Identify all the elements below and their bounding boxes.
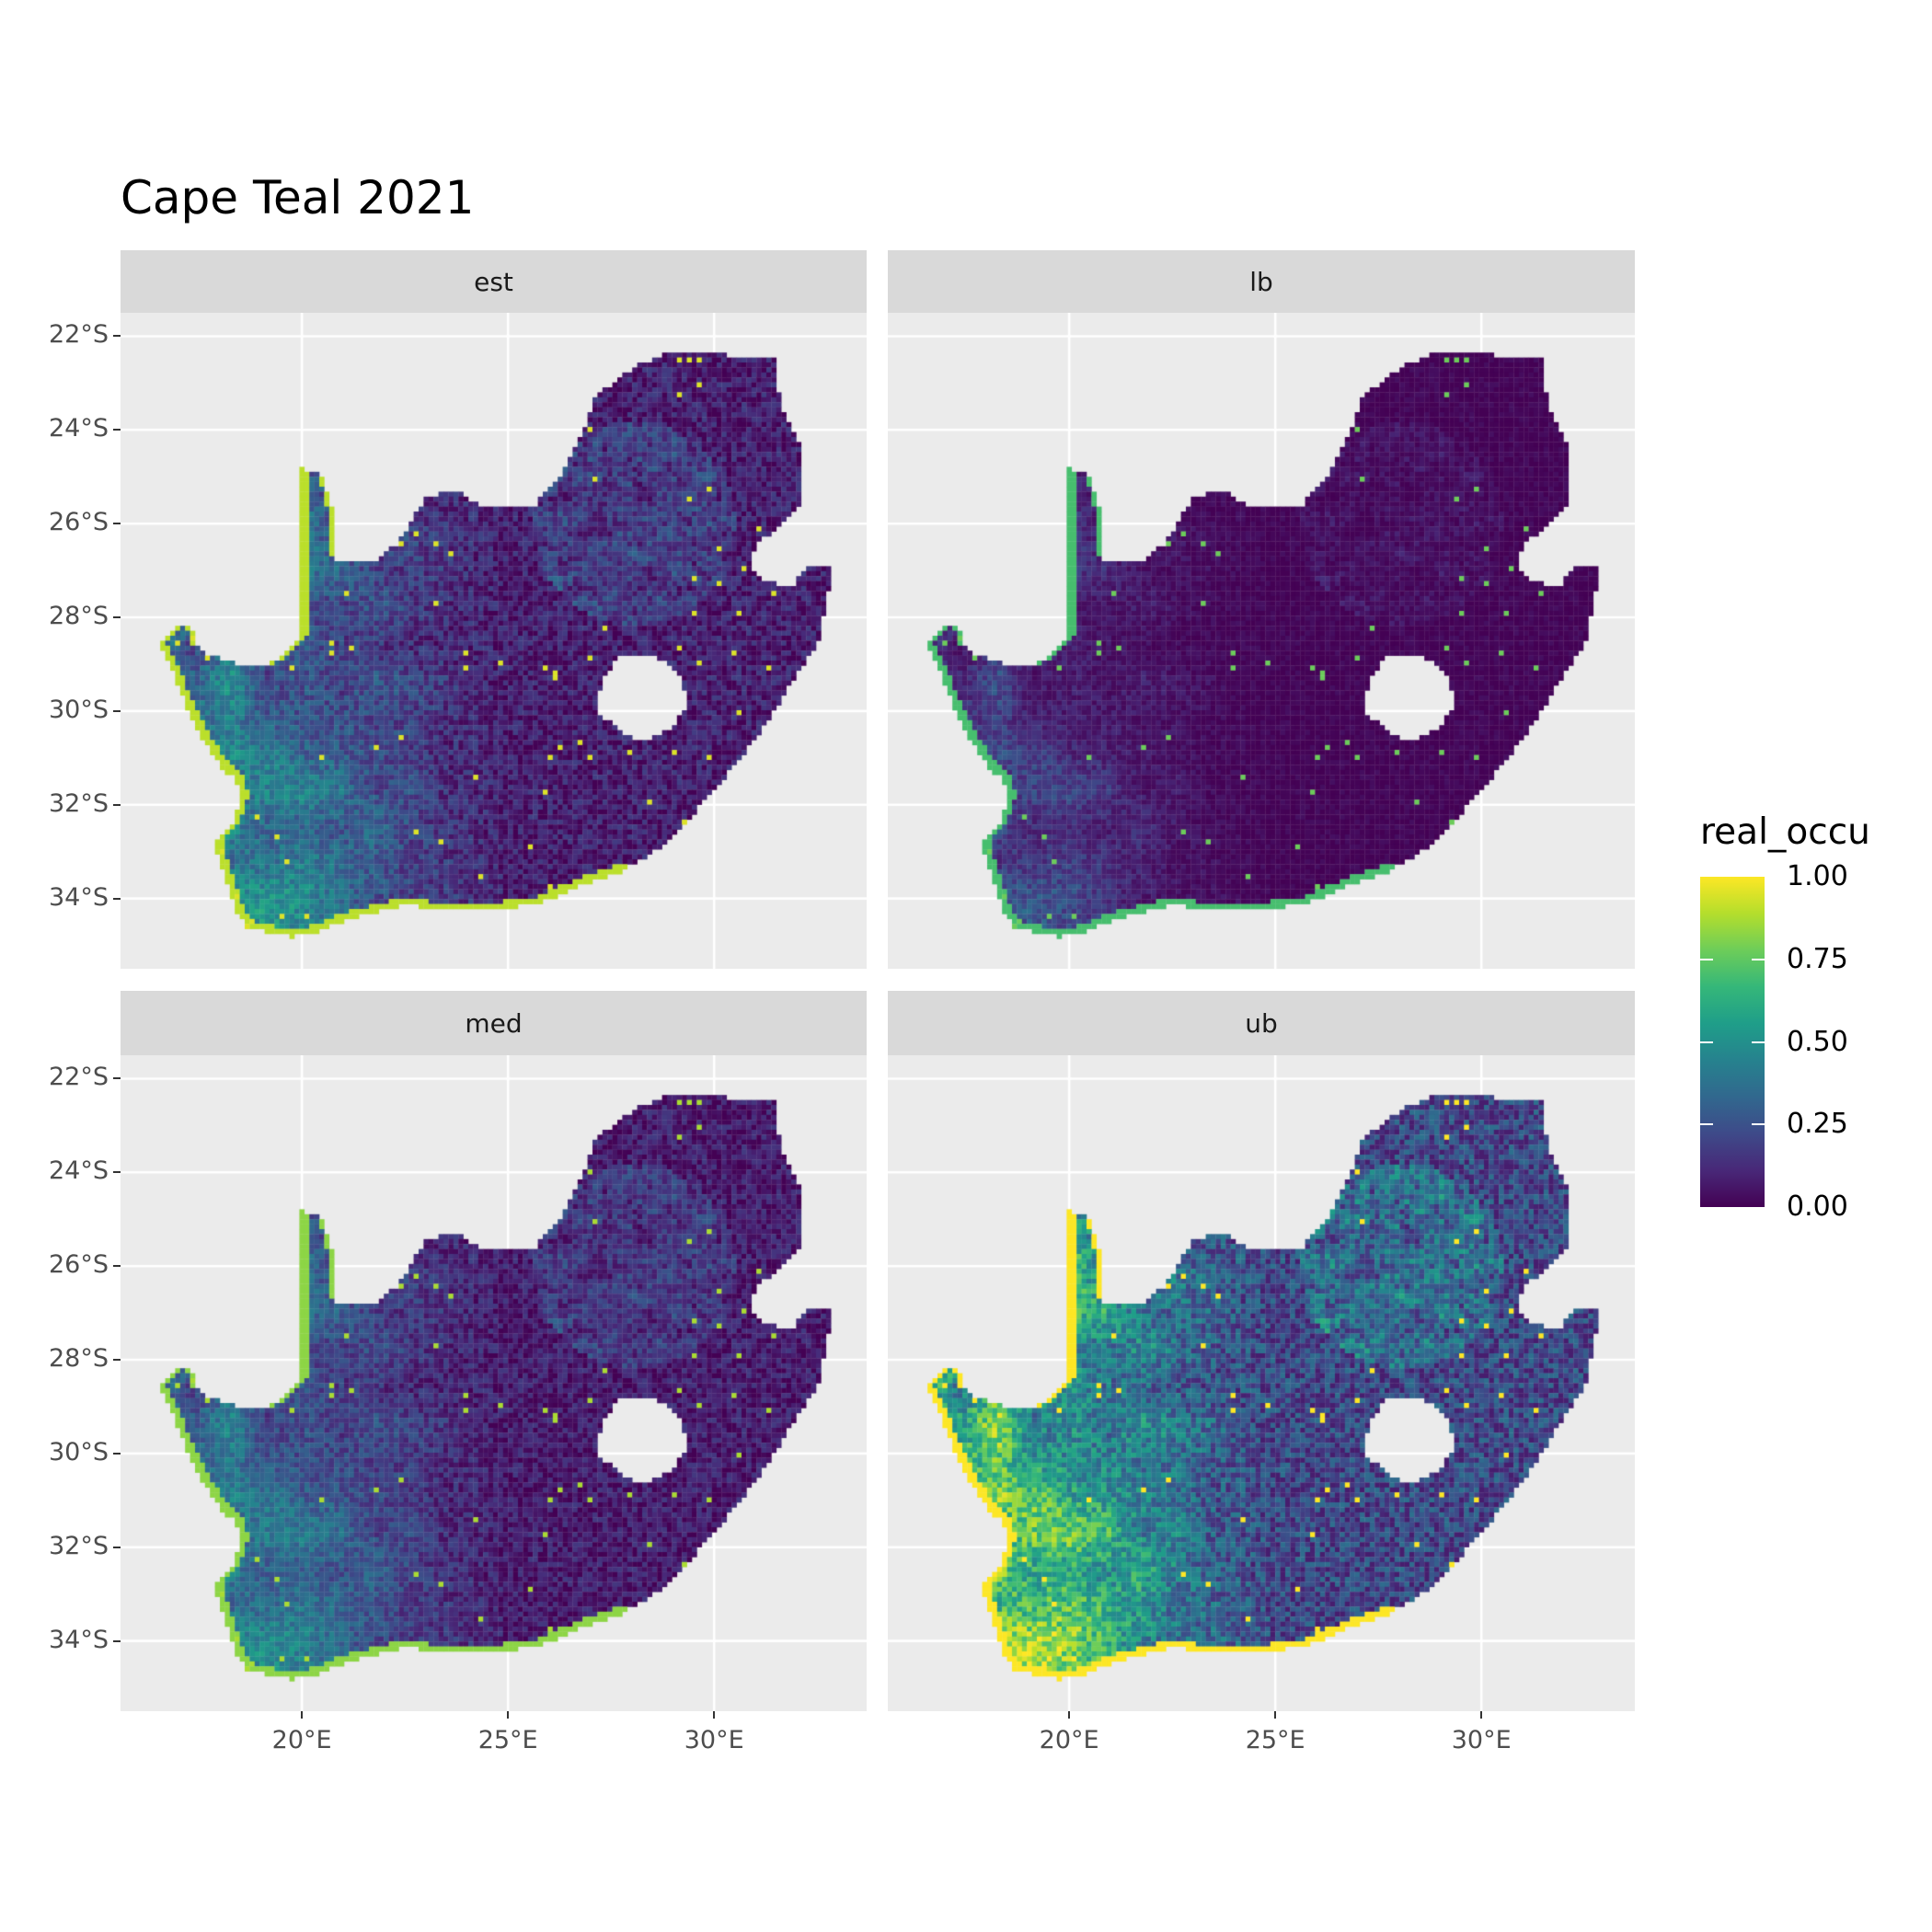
legend-label: 0.00 [1787, 1190, 1848, 1223]
x-tick-label: 20°E [1039, 1726, 1099, 1754]
x-tick-mark [713, 1711, 716, 1719]
facet-label: ub [1245, 1007, 1278, 1039]
x-tick-label: 25°E [1245, 1726, 1305, 1754]
y-tick-label: 34°S [49, 882, 109, 912]
panel-ub [888, 1055, 1635, 1711]
facet-label: lb [1249, 266, 1273, 297]
panel-med [121, 1055, 867, 1711]
y-tick-mark [113, 1171, 121, 1174]
facet-label: med [465, 1007, 523, 1039]
legend-label: 0.75 [1787, 942, 1848, 975]
x-tick-mark [1274, 1711, 1277, 1719]
y-tick-mark [113, 335, 121, 338]
y-tick-label: 30°S [49, 695, 109, 724]
y-tick-mark [113, 709, 121, 712]
y-tick-label: 26°S [49, 1250, 109, 1280]
panel-lb [888, 313, 1635, 969]
facet-strip-med: med [121, 991, 867, 1055]
y-tick-mark [113, 523, 121, 525]
occupancy-raster-est [121, 313, 867, 969]
y-tick-mark [113, 616, 121, 619]
y-tick-label: 24°S [49, 1156, 109, 1186]
y-tick-mark [113, 1639, 121, 1642]
x-tick-mark [301, 1711, 304, 1719]
y-tick-mark [113, 1546, 121, 1548]
y-tick-mark [113, 1359, 121, 1362]
y-tick-label: 28°S [49, 602, 109, 631]
x-tick-label: 25°E [477, 1726, 538, 1754]
y-tick-mark [113, 803, 121, 806]
legend-label: 0.25 [1787, 1108, 1848, 1141]
x-tick-label: 30°E [684, 1726, 744, 1754]
panel-est [121, 313, 867, 969]
y-tick-label: 34°S [49, 1625, 109, 1654]
chart-title: Cape Teal 2021 [121, 171, 475, 224]
legend-tick [1700, 1041, 1713, 1043]
y-tick-label: 32°S [49, 788, 109, 818]
x-tick-mark [1068, 1711, 1071, 1719]
facet-label: est [474, 266, 513, 297]
y-tick-mark [113, 429, 121, 431]
legend-tick [1752, 958, 1765, 960]
y-tick-mark [113, 897, 121, 900]
facet-strip-ub: ub [888, 991, 1635, 1055]
y-tick-label: 30°S [49, 1437, 109, 1466]
y-tick-label: 28°S [49, 1344, 109, 1374]
legend-tick [1752, 1041, 1765, 1043]
legend-tick [1752, 1123, 1765, 1126]
y-tick-mark [113, 1452, 121, 1455]
legend-tick [1700, 958, 1713, 960]
y-tick-mark [113, 1265, 121, 1268]
y-tick-label: 22°S [49, 320, 109, 350]
y-tick-mark [113, 1077, 121, 1080]
legend-label: 1.00 [1787, 860, 1848, 892]
x-tick-mark [507, 1711, 510, 1719]
facet-strip-lb: lb [888, 250, 1635, 313]
x-tick-mark [1480, 1711, 1483, 1719]
y-tick-label: 32°S [49, 1531, 109, 1560]
x-tick-label: 30°E [1451, 1726, 1512, 1754]
x-tick-label: 20°E [271, 1726, 332, 1754]
legend-title: real_occu [1700, 811, 1870, 853]
legend-tick [1700, 1123, 1713, 1126]
occupancy-raster-med [121, 1055, 867, 1711]
y-tick-label: 24°S [49, 414, 109, 443]
facet-strip-est: est [121, 250, 867, 313]
occupancy-raster-lb [888, 313, 1635, 969]
y-tick-label: 26°S [49, 508, 109, 537]
occupancy-raster-ub [888, 1055, 1635, 1711]
legend-label: 0.50 [1787, 1025, 1848, 1058]
y-tick-label: 22°S [49, 1063, 109, 1092]
